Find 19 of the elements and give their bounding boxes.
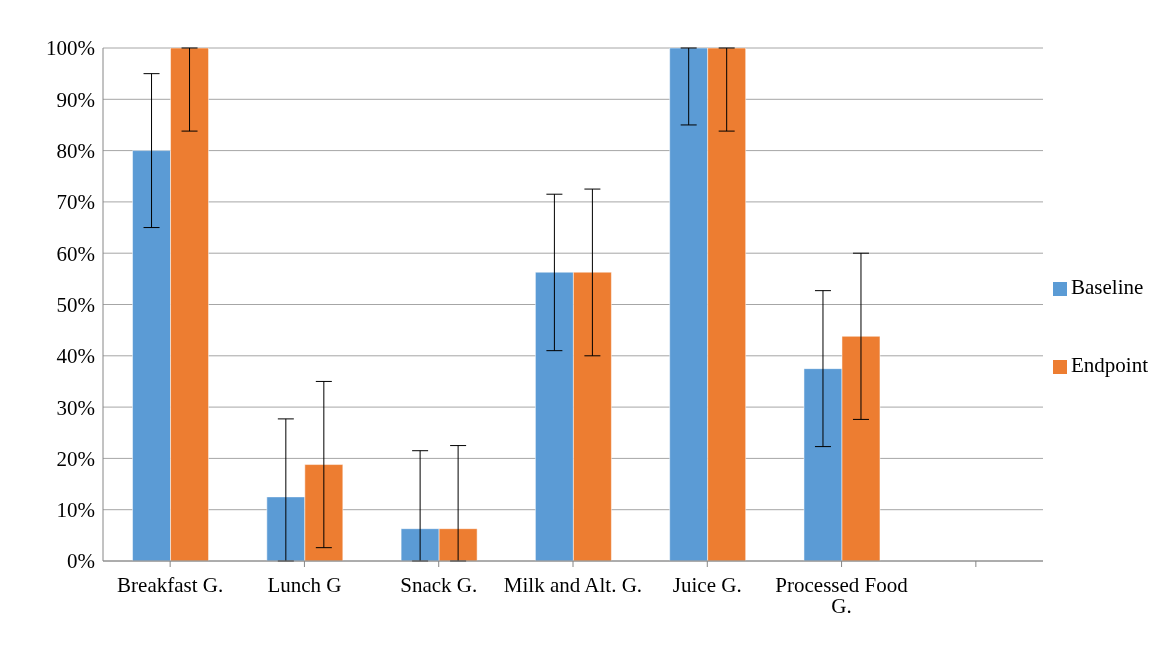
y-tick-label: 10% xyxy=(56,498,95,523)
y-tick-label: 60% xyxy=(56,241,95,266)
legend-label: Baseline xyxy=(1071,275,1144,299)
y-tick-label: 80% xyxy=(56,139,95,164)
y-tick-label: 20% xyxy=(56,446,95,471)
y-tick-label: 30% xyxy=(56,395,95,420)
y-tick-label: 100% xyxy=(46,36,95,61)
legend-label: Endpoint xyxy=(1071,353,1148,377)
x-tick-label: Milk and Alt. G. xyxy=(503,572,643,597)
x-tick-label: Juice G. xyxy=(672,572,742,597)
y-tick-label: 70% xyxy=(56,190,95,215)
y-tick-label: 90% xyxy=(56,87,95,112)
x-tick-label: Breakfast G. xyxy=(117,572,224,597)
y-tick-label: 0% xyxy=(67,549,95,574)
x-tick-label: Snack G. xyxy=(400,572,478,597)
y-tick-label: 50% xyxy=(56,292,95,317)
x-tick-label: Lunch G xyxy=(267,572,342,597)
y-tick-label: 40% xyxy=(56,344,95,369)
x-tick-label: Processed Food G. xyxy=(775,572,909,618)
